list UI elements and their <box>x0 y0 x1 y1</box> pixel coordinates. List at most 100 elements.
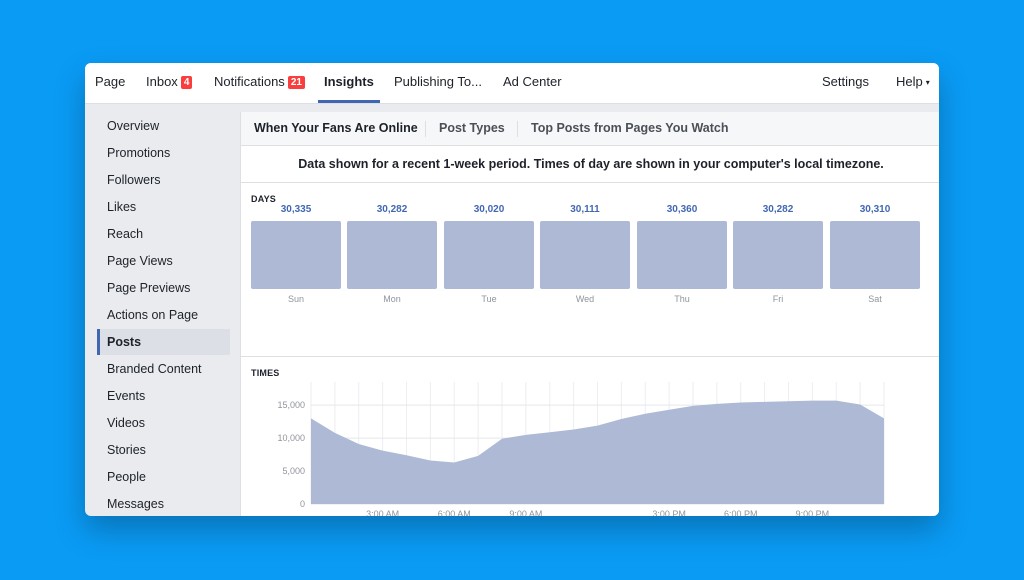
sidebar-item-label: Stories <box>107 443 146 457</box>
nav-publishing-tools[interactable]: Publishing To... <box>394 63 482 103</box>
times-area-chart: 0 5,000 10,000 15,000 3:00 AM 6:00 AM 9:00 AM 3… <box>277 382 885 516</box>
sidebar-item-actions-on-page[interactable]: Actions on Page <box>97 302 230 328</box>
sidebar-item-label: Overview <box>107 119 160 133</box>
nav-notifications[interactable]: Notifications 21 <box>214 63 305 103</box>
sidebar-item-label: Page Views <box>107 254 173 268</box>
day-column-fri: 30,282 Fri <box>733 204 823 314</box>
tab-separator <box>425 121 426 137</box>
nav-inbox-label: Inbox <box>146 74 178 89</box>
day-name: Thu <box>674 294 690 304</box>
nav-insights-label: Insights <box>324 74 374 89</box>
day-bar <box>733 221 823 289</box>
tab-label: When Your Fans Are Online <box>254 121 418 135</box>
day-column-sun: 30,335 Sun <box>251 204 341 314</box>
sidebar-item-label: Messages <box>107 497 164 511</box>
day-value: 30,282 <box>376 204 408 215</box>
sidebar-item-label: People <box>107 470 146 484</box>
nav-help-label: Help <box>896 74 923 89</box>
sidebar-item-videos[interactable]: Videos <box>97 410 230 436</box>
times-section-title: TIMES <box>251 368 280 378</box>
day-column-wed: 30,111 Wed <box>540 204 630 314</box>
sidebar-item-label: Page Previews <box>107 281 191 295</box>
nav-settings[interactable]: Settings <box>822 63 869 103</box>
day-value: 30,282 <box>762 204 794 215</box>
section-divider <box>241 356 939 357</box>
nav-insights[interactable]: Insights <box>318 63 380 103</box>
day-bar <box>540 221 630 289</box>
sidebar-item-stories[interactable]: Stories <box>97 437 230 463</box>
day-name: Mon <box>383 294 401 304</box>
x-tick-label: 6:00 AM <box>438 509 471 516</box>
nav-page[interactable]: Page <box>95 63 125 103</box>
day-value: 30,310 <box>859 204 891 215</box>
top-navigation: Page Inbox 4 Notifications 21 Insights Pub… <box>85 63 939 104</box>
sidebar-item-label: Reach <box>107 227 144 241</box>
sidebar-item-label: Events <box>107 389 146 403</box>
sidebar-item-label: Videos <box>107 416 145 430</box>
day-column-thu: 30,360 Thu <box>637 204 727 314</box>
tab-top-posts[interactable]: Top Posts from Pages You Watch <box>531 112 728 145</box>
day-value: 30,335 <box>280 204 312 215</box>
times-area <box>311 400 884 504</box>
sidebar-item-label: Actions on Page <box>107 308 199 322</box>
tab-when-fans-online[interactable]: When Your Fans Are Online <box>254 112 418 145</box>
nav-help[interactable]: Help ▾ <box>896 63 930 103</box>
day-bar <box>251 221 341 289</box>
panel-tabs: When Your Fans Are Online Post Types Top… <box>241 112 939 146</box>
nav-settings-label: Settings <box>822 74 869 89</box>
day-name: Sun <box>287 294 304 304</box>
timezone-notice: Data shown for a recent 1-week period. T… <box>241 146 939 183</box>
day-bar <box>830 221 920 289</box>
day-column-tue: 30,020 Tue <box>444 204 534 314</box>
nav-page-label: Page <box>95 74 126 89</box>
sidebar-item-posts[interactable]: Posts <box>97 329 230 355</box>
nav-publishing-label: Publishing To... <box>394 74 482 89</box>
day-bar <box>444 221 534 289</box>
sidebar-item-label: Promotions <box>107 146 171 160</box>
sidebar-item-events[interactable]: Events <box>97 383 230 409</box>
day-name: Wed <box>575 294 595 304</box>
sidebar-item-overview[interactable]: Overview <box>97 113 230 139</box>
y-tick-label: 0 <box>300 499 305 509</box>
sidebar-item-reach[interactable]: Reach <box>97 221 230 247</box>
sidebar-item-label: Followers <box>107 173 161 187</box>
sidebar-item-label: Likes <box>107 200 137 214</box>
tab-post-types[interactable]: Post Types <box>439 112 505 145</box>
x-tick-label: 3:00 PM <box>652 509 686 516</box>
tab-separator <box>517 121 518 137</box>
notifications-badge: 21 <box>287 76 305 89</box>
insights-panel: When Your Fans Are Online Post Types Top… <box>240 112 939 516</box>
nav-ad-center[interactable]: Ad Center <box>503 63 562 103</box>
sidebar-item-branded-content[interactable]: Branded Content <box>97 356 230 382</box>
x-tick-label: 9:00 AM <box>509 509 542 516</box>
day-name: Tue <box>481 294 497 304</box>
x-tick-label: 6:00 PM <box>724 509 758 516</box>
tab-label: Top Posts from Pages You Watch <box>531 121 729 135</box>
sidebar-item-likes[interactable]: Likes <box>97 194 230 220</box>
sidebar-item-promotions[interactable]: Promotions <box>97 140 230 166</box>
nav-ad-center-label: Ad Center <box>503 74 562 89</box>
x-tick-label: 9:00 PM <box>796 509 830 516</box>
sidebar-item-people[interactable]: People <box>97 464 230 490</box>
insights-window: Page Inbox 4 Notifications 21 Insights Pub… <box>85 63 939 516</box>
y-tick-label: 15,000 <box>277 400 305 410</box>
y-tick-label: 10,000 <box>277 433 305 443</box>
sidebar: Overview Promotions Followers Likes Reac… <box>85 104 240 516</box>
nav-notifications-label: Notifications <box>214 74 285 89</box>
day-column-mon: 30,282 Mon <box>347 204 437 314</box>
day-value: 30,360 <box>666 204 698 215</box>
day-bar <box>637 221 727 289</box>
day-column-sat: 30,310 Sat <box>830 204 920 314</box>
x-tick-label: 3:00 AM <box>366 509 399 516</box>
days-section-title: DAYS <box>251 194 276 204</box>
day-name: Sat <box>868 294 882 304</box>
sidebar-item-messages[interactable]: Messages <box>97 491 230 516</box>
sidebar-item-page-previews[interactable]: Page Previews <box>97 275 230 301</box>
day-value: 30,111 <box>570 204 600 215</box>
sidebar-item-label: Branded Content <box>107 362 202 376</box>
sidebar-item-label: Posts <box>107 335 142 349</box>
nav-inbox[interactable]: Inbox 4 <box>146 63 193 103</box>
y-tick-label: 5,000 <box>282 466 305 476</box>
sidebar-item-page-views[interactable]: Page Views <box>97 248 230 274</box>
sidebar-item-followers[interactable]: Followers <box>97 167 230 193</box>
